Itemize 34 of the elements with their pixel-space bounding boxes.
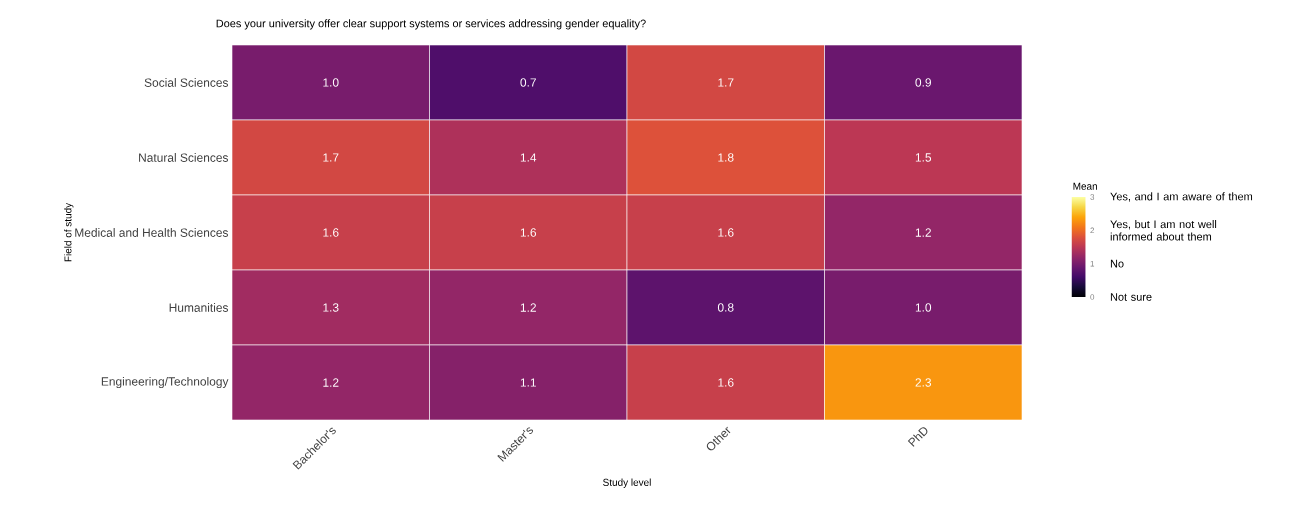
data-label: 1.1 [520, 378, 536, 387]
color-bar-title: Mean [1073, 182, 1097, 190]
data-label: 1.6 [323, 228, 339, 237]
data-label: 2.3 [915, 378, 932, 387]
y-tick-label: Humanities [169, 303, 229, 312]
x-tick-label: PhD [907, 427, 928, 447]
data-label: 1.0 [323, 78, 339, 87]
text: Yes, but I am not well informed about them [1110, 220, 1217, 241]
data-label: 1.2 [323, 378, 339, 387]
data-label: 1.0 [915, 303, 932, 312]
data-label: 1.6 [520, 228, 537, 237]
data-label: 1.8 [718, 153, 734, 162]
data-label: 0.7 [520, 78, 536, 87]
text: Yes, and I am aware of them [1110, 192, 1253, 202]
data-label: 1.3 [323, 303, 339, 312]
data-label: 1.2 [520, 303, 536, 312]
y-tick-label: Social Sciences [144, 78, 229, 87]
text: Not sure [1110, 293, 1152, 301]
chart-title: Does your university offer clear support systems or services addressing gender equality? [216, 19, 646, 30]
y-tick-label: Engineering/Technology [101, 376, 229, 389]
data-label: 0.8 [717, 303, 734, 312]
data-label: 1.4 [520, 153, 537, 162]
y-tick-label: Natural Sciences [139, 153, 229, 162]
data-label: 1.5 [915, 153, 932, 162]
data-label: 1.6 [718, 378, 734, 387]
x-axis-title: Study level [603, 478, 651, 488]
y-axis-title: Field of study [64, 202, 74, 262]
data-label: 1.2 [915, 228, 931, 237]
y-tick-label: Medical and Health Sciences [75, 228, 229, 237]
data-label: 1.7 [718, 78, 734, 87]
data-label: 0.9 [915, 78, 931, 87]
data-label: 1.6 [718, 228, 734, 237]
text: No [1110, 259, 1124, 268]
data-label: 1.7 [323, 153, 339, 162]
